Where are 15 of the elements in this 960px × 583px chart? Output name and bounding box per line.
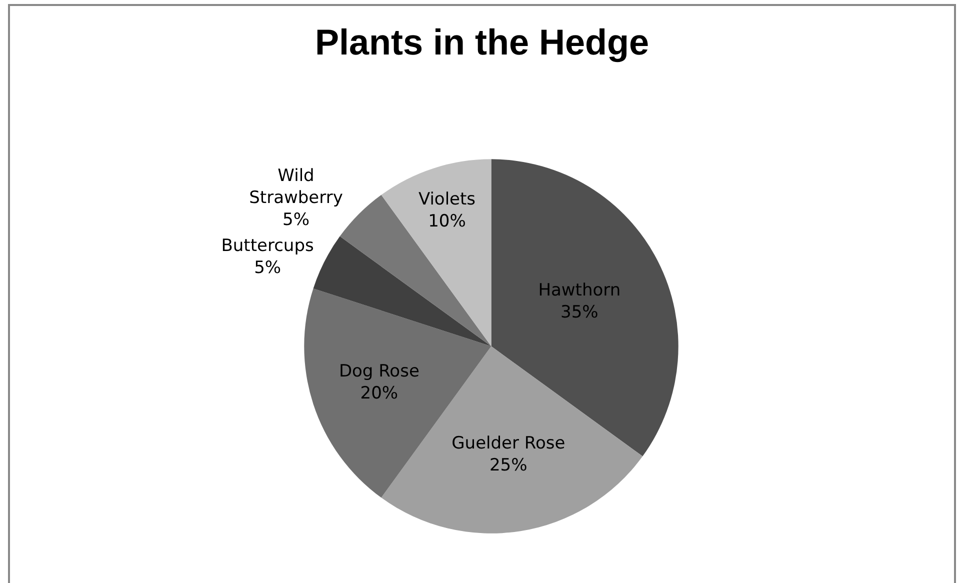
- data-label: 20%: [360, 384, 398, 404]
- chart-title: Plants in the Hedge: [314, 22, 650, 63]
- data-label: 5%: [282, 210, 310, 230]
- data-label: 5%: [254, 258, 282, 278]
- slice-label: Wild Strawberry: [249, 166, 343, 208]
- data-label: 35%: [560, 302, 598, 322]
- data-label: 10%: [428, 211, 466, 232]
- data-label: 25%: [489, 456, 528, 476]
- slice-label: Violets: [418, 189, 476, 210]
- slice-label: Hawthorn: [538, 280, 621, 300]
- slice-label: Guelder Rose: [452, 433, 566, 454]
- slice-label: Dog Rose: [338, 362, 420, 382]
- pie-slice: [313, 236, 492, 346]
- slice-label: Buttercups: [221, 236, 314, 256]
- pie-slice: [381, 159, 492, 346]
